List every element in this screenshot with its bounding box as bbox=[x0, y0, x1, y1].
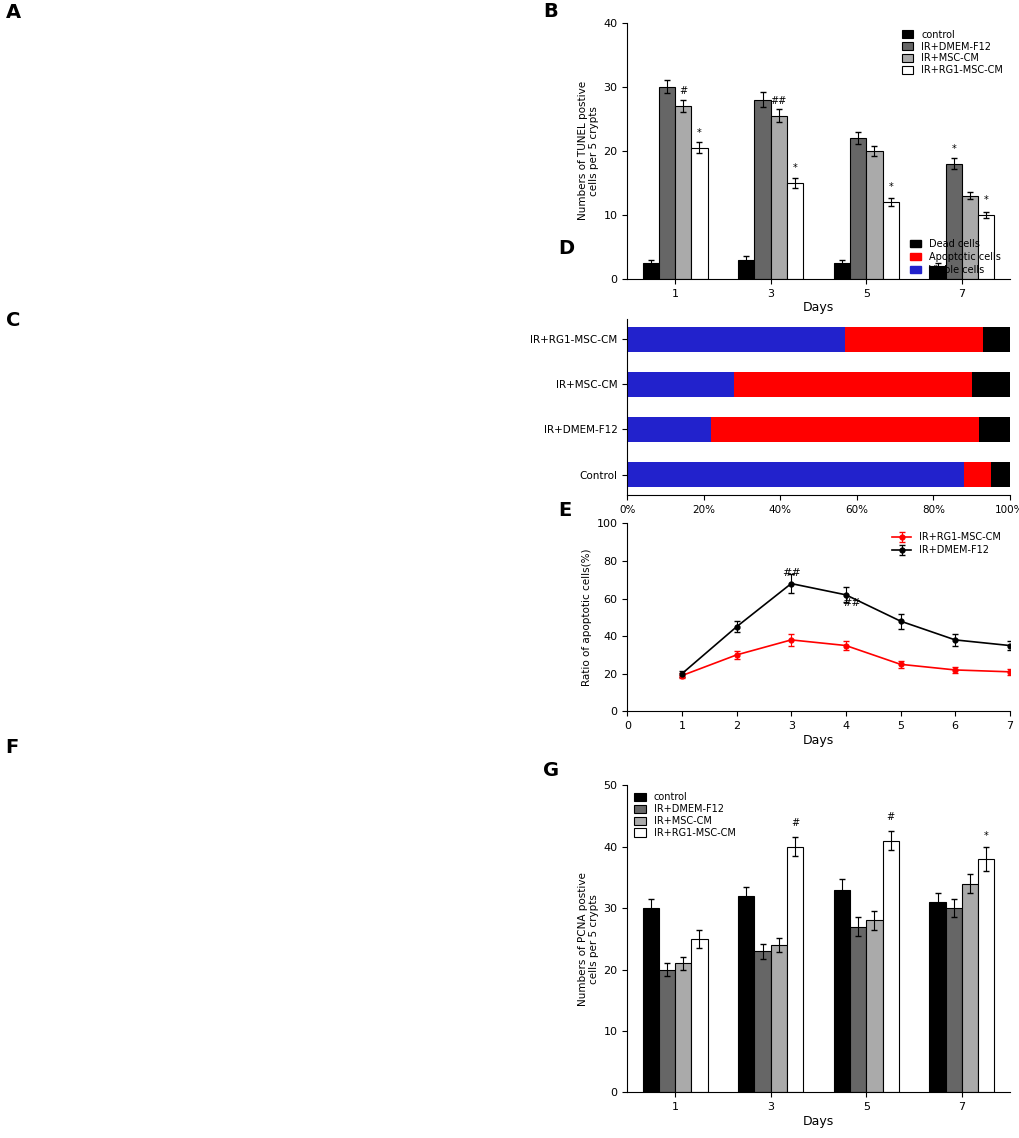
Text: A: A bbox=[6, 3, 20, 22]
Text: B: B bbox=[543, 2, 557, 22]
Bar bbox=[978, 417, 1009, 442]
Bar bbox=[961, 196, 977, 279]
Bar bbox=[849, 926, 865, 1092]
X-axis label: Days: Days bbox=[802, 302, 834, 314]
Bar bbox=[982, 327, 1009, 352]
Y-axis label: Ratio of apoptotic cells(%): Ratio of apoptotic cells(%) bbox=[582, 549, 592, 686]
Bar bbox=[865, 921, 881, 1092]
Bar bbox=[738, 259, 754, 279]
Text: #: # bbox=[791, 818, 799, 828]
Text: #: # bbox=[886, 813, 894, 822]
Bar bbox=[691, 148, 707, 279]
Bar bbox=[711, 417, 978, 442]
X-axis label: Days: Days bbox=[802, 734, 834, 747]
Text: G: G bbox=[543, 760, 558, 780]
Text: C: C bbox=[6, 312, 20, 330]
Bar bbox=[738, 896, 754, 1092]
Bar bbox=[691, 939, 707, 1092]
Bar bbox=[787, 847, 803, 1092]
Bar bbox=[977, 859, 994, 1092]
Bar bbox=[658, 970, 675, 1092]
Bar bbox=[945, 908, 961, 1092]
Bar bbox=[977, 215, 994, 279]
Bar bbox=[787, 183, 803, 279]
Text: *: * bbox=[983, 196, 987, 205]
Bar bbox=[989, 462, 1009, 487]
Bar bbox=[627, 327, 845, 352]
Bar bbox=[963, 462, 989, 487]
Bar bbox=[642, 263, 658, 279]
Text: ##: ## bbox=[782, 568, 800, 578]
Bar bbox=[627, 417, 711, 442]
X-axis label: Days: Days bbox=[802, 1115, 834, 1128]
Legend: control, IR+DMEM-F12, IR+MSC-CM, IR+RG1-MSC-CM: control, IR+DMEM-F12, IR+MSC-CM, IR+RG1-… bbox=[632, 790, 737, 840]
Text: #: # bbox=[679, 86, 687, 97]
Bar bbox=[642, 908, 658, 1092]
Bar bbox=[627, 372, 734, 397]
Bar bbox=[834, 263, 849, 279]
Text: F: F bbox=[6, 739, 19, 757]
Bar bbox=[928, 266, 945, 279]
Text: *: * bbox=[888, 182, 893, 192]
Legend: Dead cells, Apoptotic cells, Viable cells: Dead cells, Apoptotic cells, Viable cell… bbox=[905, 236, 1004, 279]
Bar bbox=[754, 100, 770, 279]
Text: *: * bbox=[951, 145, 955, 154]
Bar bbox=[834, 890, 849, 1092]
Bar bbox=[658, 86, 675, 279]
Text: ##: ## bbox=[841, 599, 860, 608]
Bar bbox=[734, 372, 970, 397]
Bar bbox=[881, 203, 898, 279]
Text: *: * bbox=[696, 127, 701, 138]
Bar bbox=[881, 841, 898, 1092]
Legend: IR+RG1-MSC-CM, IR+DMEM-F12: IR+RG1-MSC-CM, IR+DMEM-F12 bbox=[888, 528, 1004, 559]
Bar bbox=[675, 964, 691, 1092]
Bar bbox=[865, 151, 881, 279]
Bar bbox=[849, 138, 865, 279]
Bar bbox=[845, 327, 982, 352]
Legend: control, IR+DMEM-F12, IR+MSC-CM, IR+RG1-MSC-CM: control, IR+DMEM-F12, IR+MSC-CM, IR+RG1-… bbox=[899, 27, 1004, 77]
Bar bbox=[627, 462, 963, 487]
Y-axis label: Numbers of PCNA postive
cells per 5 crypts: Numbers of PCNA postive cells per 5 cryp… bbox=[577, 872, 599, 1006]
Bar bbox=[754, 951, 770, 1092]
Text: ##: ## bbox=[770, 96, 787, 106]
Y-axis label: Numbers of TUNEL postive
cells per 5 crypts: Numbers of TUNEL postive cells per 5 cry… bbox=[577, 81, 599, 221]
Bar bbox=[928, 902, 945, 1092]
Text: D: D bbox=[558, 239, 574, 258]
Bar bbox=[970, 372, 1009, 397]
Text: E: E bbox=[558, 501, 571, 520]
Bar bbox=[770, 116, 787, 279]
Bar bbox=[945, 164, 961, 279]
Text: *: * bbox=[983, 831, 987, 841]
Text: *: * bbox=[792, 163, 797, 173]
Bar bbox=[961, 883, 977, 1092]
Bar bbox=[675, 106, 691, 279]
Bar bbox=[770, 945, 787, 1092]
